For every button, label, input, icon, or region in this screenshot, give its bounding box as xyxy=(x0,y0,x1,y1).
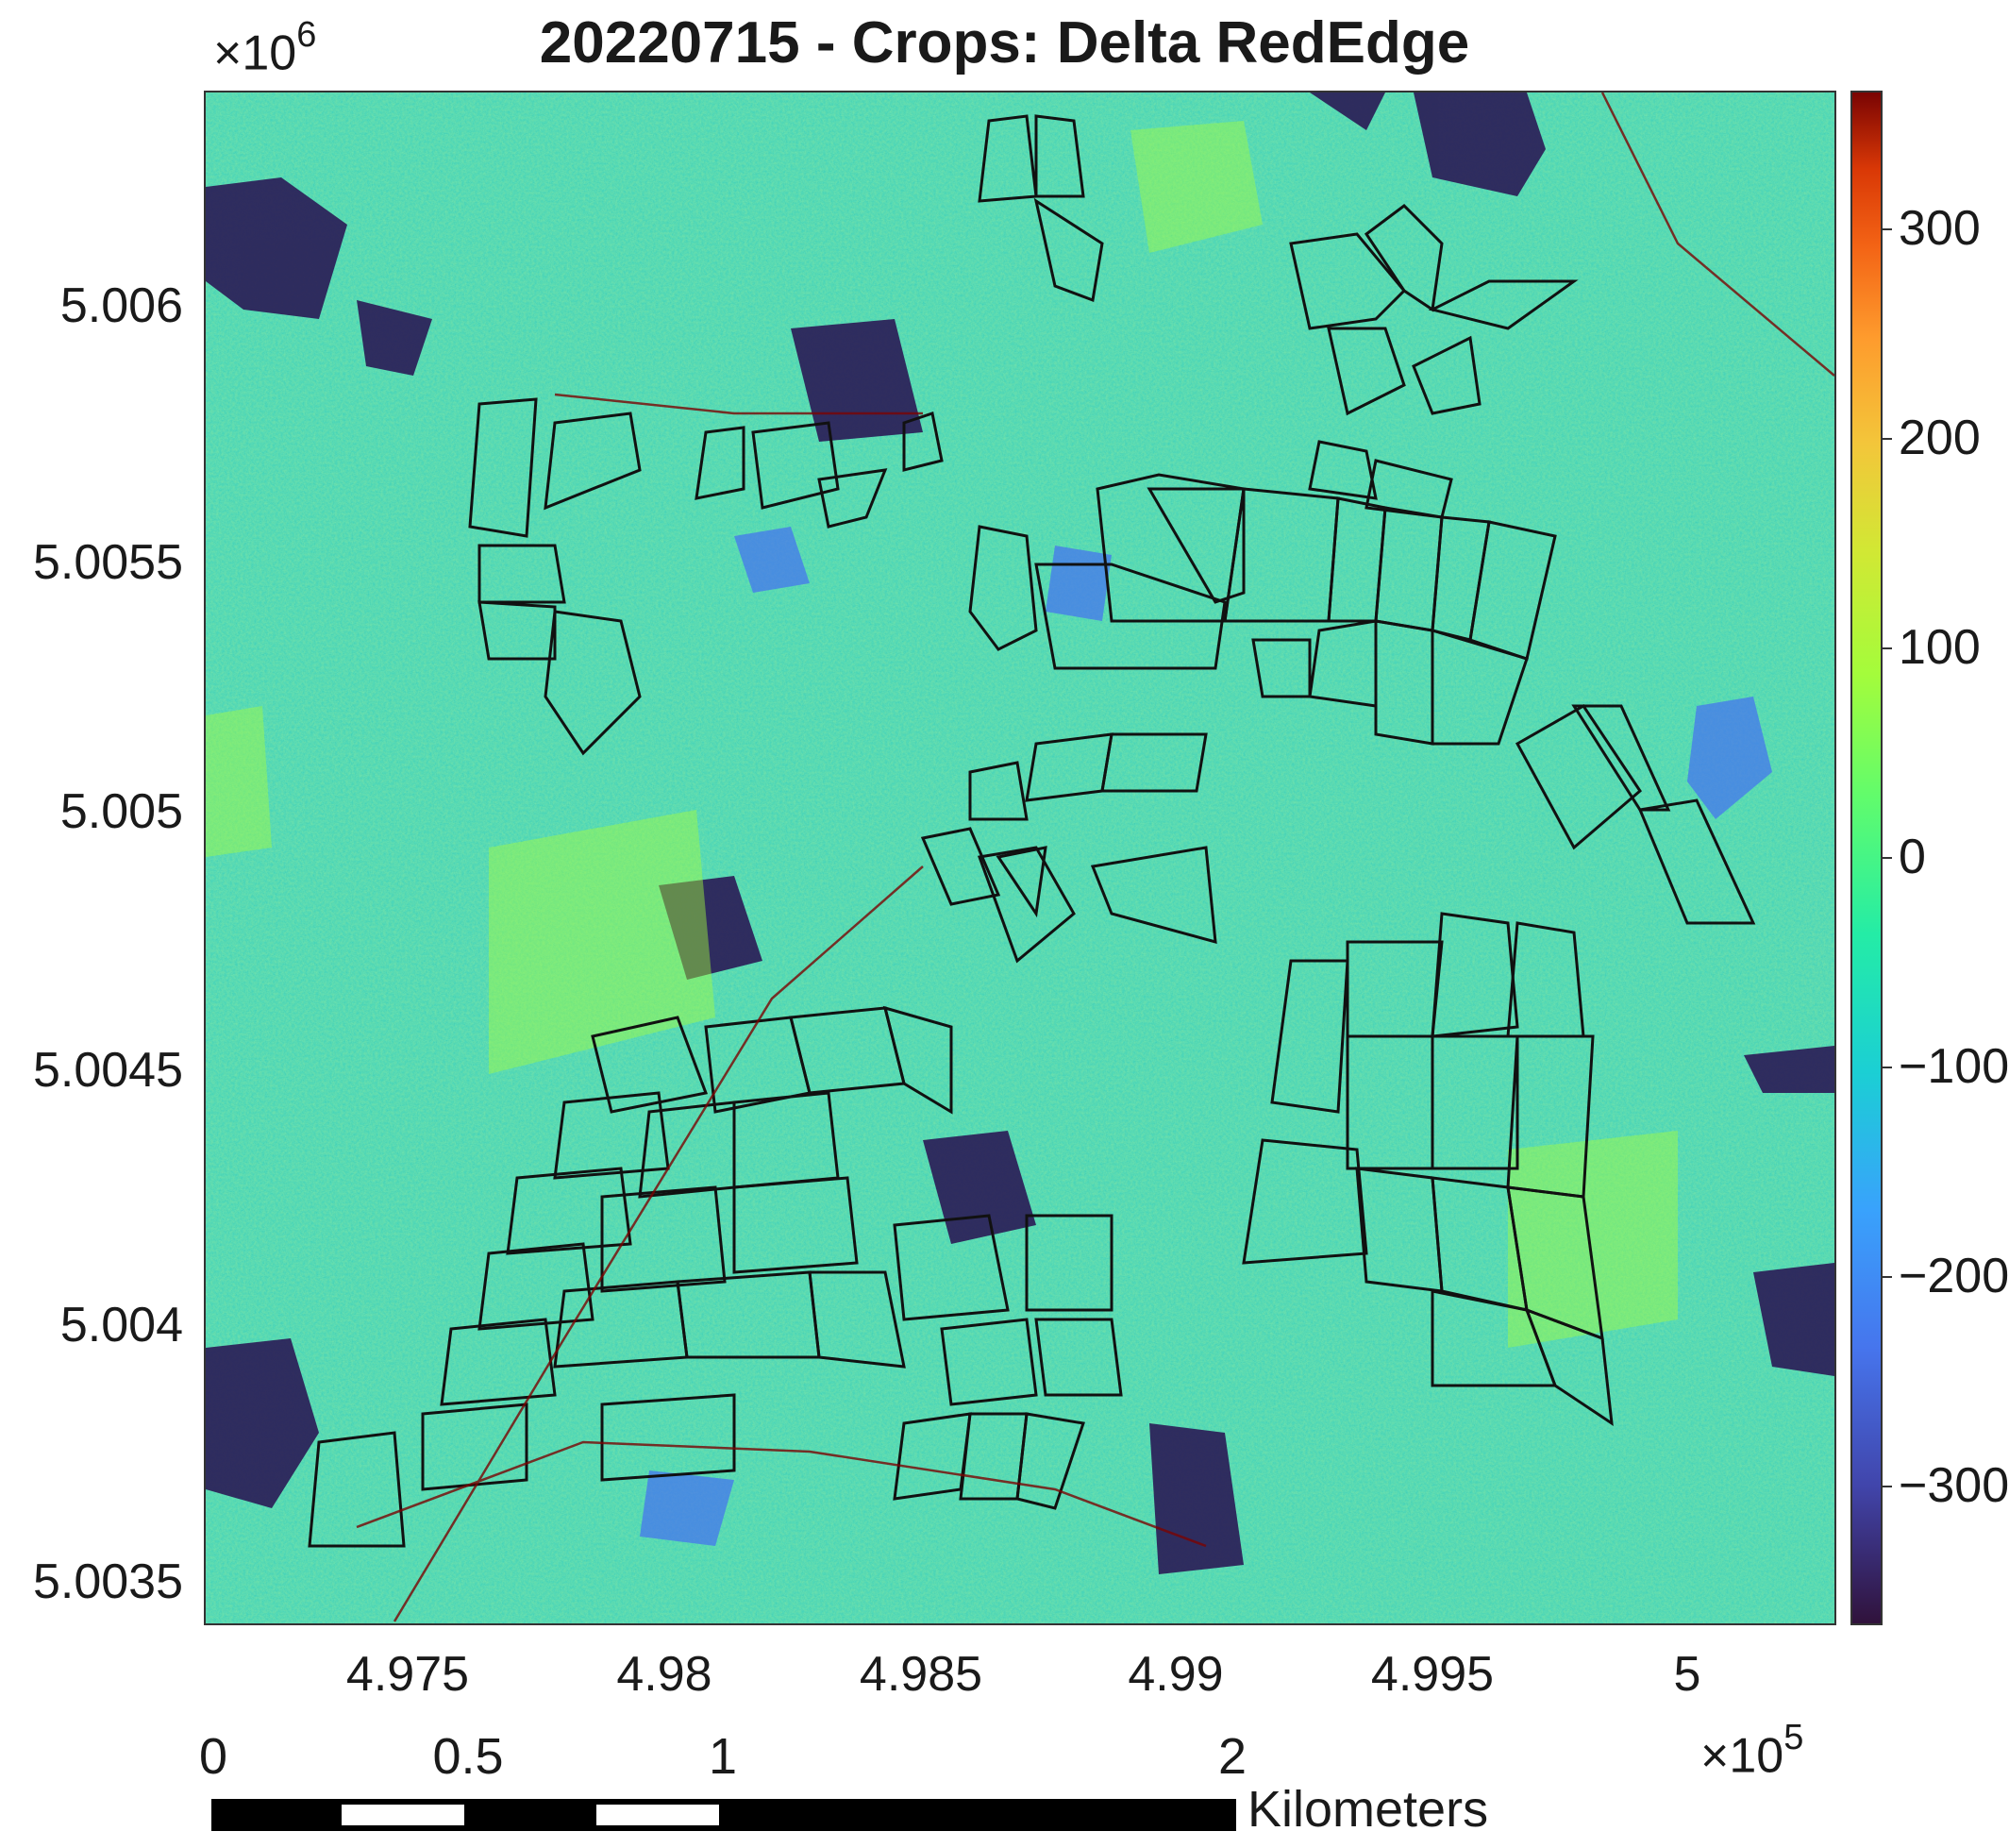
x-tick-label: 5 xyxy=(1673,1647,1701,1702)
yellow-patches xyxy=(206,121,1678,1348)
colorbar-tick xyxy=(1883,438,1892,440)
y-tick-label: 5.006 xyxy=(59,278,183,333)
y-tick-label: 5.004 xyxy=(59,1298,183,1352)
scalebar-segment xyxy=(342,1805,464,1825)
colorbar-tick-label: 300 xyxy=(1899,201,1981,256)
y-axis-exponent: ×106 xyxy=(213,15,317,81)
scalebar-unit: Kilometers xyxy=(1247,1781,1489,1838)
y-tick-label: 5.0055 xyxy=(32,535,183,590)
y-tick-label: 5.0045 xyxy=(32,1043,183,1098)
map-title: 20220715 - Crops: Delta RedEdge xyxy=(539,10,1470,76)
scalebar-label: 0.5 xyxy=(432,1728,504,1785)
colorbar-tick-label: −200 xyxy=(1899,1249,2009,1303)
colorbar-tick xyxy=(1883,647,1892,649)
colorbar-tick xyxy=(1883,1067,1892,1068)
raster-texture-coarse xyxy=(206,92,1834,1623)
colorbar-tick xyxy=(1883,1276,1892,1278)
colorbar-tick xyxy=(1883,228,1892,230)
raster-map xyxy=(206,92,1834,1623)
colorbar-tick xyxy=(1883,857,1892,859)
colorbar-tick-label: −100 xyxy=(1899,1039,2009,1094)
y-tick-label: 5.0035 xyxy=(32,1554,183,1609)
x-tick-label: 4.985 xyxy=(859,1647,983,1702)
scalebar-label: 2 xyxy=(1217,1728,1247,1785)
colorbar-tick-label: 100 xyxy=(1899,620,1981,675)
x-tick-label: 4.995 xyxy=(1370,1647,1495,1702)
x-tick-label: 4.99 xyxy=(1128,1647,1224,1702)
colorbar xyxy=(1850,91,1883,1625)
scalebar-segment xyxy=(596,1805,719,1825)
y-tick-label: 5.005 xyxy=(59,784,183,839)
scale-bar xyxy=(211,1799,1236,1831)
x-axis-exponent: ×105 xyxy=(1700,1718,1804,1784)
roads xyxy=(356,92,1834,1622)
colorbar-tick xyxy=(1883,1486,1892,1487)
scalebar-label: 1 xyxy=(708,1728,738,1785)
map-area[interactable] xyxy=(204,91,1836,1625)
colorbar-tick-label: −300 xyxy=(1899,1458,2009,1513)
colorbar-tick-label: 0 xyxy=(1899,830,1926,884)
x-tick-label: 4.975 xyxy=(345,1647,470,1702)
scalebar-label: 0 xyxy=(198,1728,228,1785)
colorbar-tick-label: 200 xyxy=(1899,411,1981,465)
blue-patches xyxy=(640,527,1772,1546)
low-value-patches xyxy=(206,92,1834,1574)
field-outlines xyxy=(308,114,1756,1548)
x-tick-label: 4.98 xyxy=(616,1647,712,1702)
